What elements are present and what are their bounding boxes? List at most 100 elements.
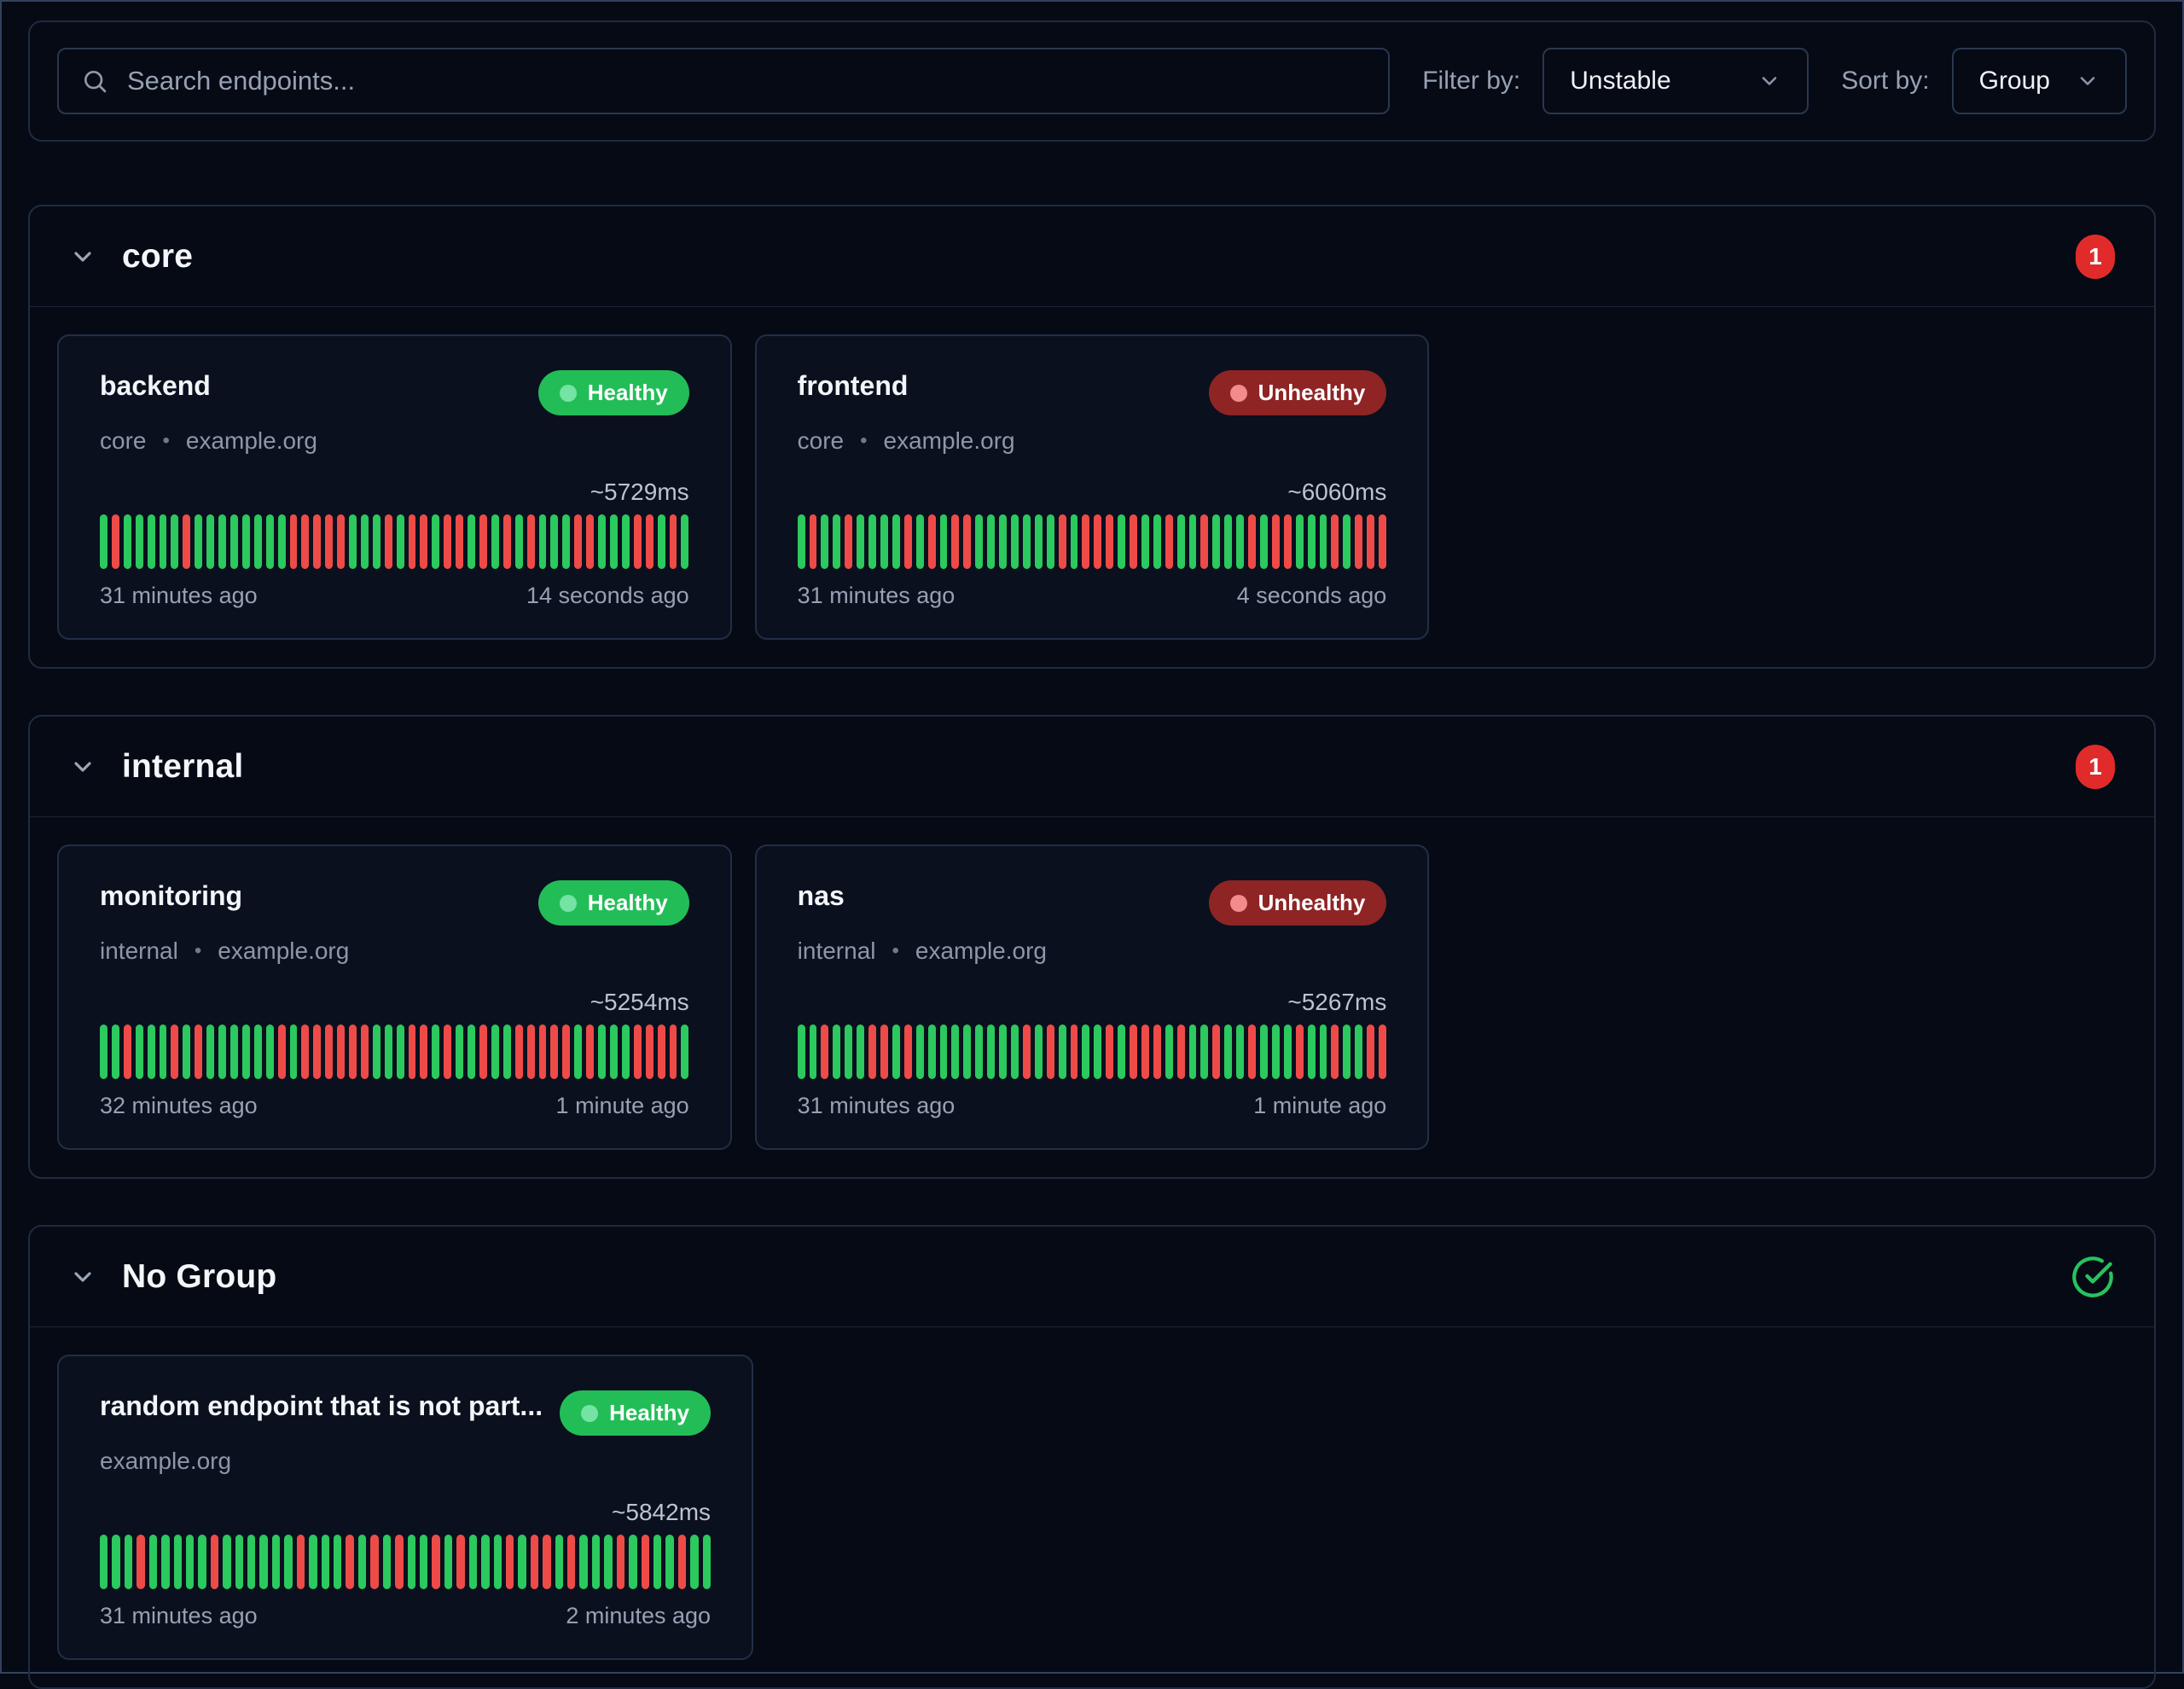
uptime-bar-success[interactable] xyxy=(100,1024,107,1079)
uptime-bar-failure[interactable] xyxy=(645,514,653,569)
uptime-bar-success[interactable] xyxy=(609,514,618,569)
uptime-bar-success[interactable] xyxy=(289,1024,298,1079)
uptime-bar-success[interactable] xyxy=(100,1535,108,1589)
uptime-bar-success[interactable] xyxy=(598,1024,606,1079)
uptime-bar-failure[interactable] xyxy=(444,1024,452,1079)
uptime-bar-success[interactable] xyxy=(432,514,440,569)
uptime-bar-failure[interactable] xyxy=(1141,1024,1149,1079)
uptime-bar-success[interactable] xyxy=(396,1024,404,1079)
uptime-bar-success[interactable] xyxy=(939,1024,948,1079)
uptime-bar-success[interactable] xyxy=(681,514,689,569)
uptime-bar-success[interactable] xyxy=(1236,1024,1245,1079)
uptime-bar-failure[interactable] xyxy=(1212,1024,1221,1079)
uptime-bar-failure[interactable] xyxy=(809,514,817,569)
uptime-bar-failure[interactable] xyxy=(526,1024,535,1079)
uptime-bar-success[interactable] xyxy=(562,514,571,569)
uptime-bar-success[interactable] xyxy=(1094,1024,1102,1079)
uptime-bar-success[interactable] xyxy=(360,514,369,569)
uptime-bar-failure[interactable] xyxy=(1022,1024,1031,1079)
uptime-bar-success[interactable] xyxy=(629,1535,637,1589)
search-box[interactable] xyxy=(57,48,1391,114)
uptime-bar-success[interactable] xyxy=(518,1535,526,1589)
group-header-core[interactable]: core 1 xyxy=(30,206,2154,307)
uptime-bar-success[interactable] xyxy=(198,1535,206,1589)
uptime-bar-success[interactable] xyxy=(1212,514,1221,569)
uptime-bar-success[interactable] xyxy=(468,1024,475,1079)
group-header-internal[interactable]: internal 1 xyxy=(30,717,2154,817)
uptime-bar-success[interactable] xyxy=(1224,1024,1233,1079)
uptime-bar-failure[interactable] xyxy=(502,514,511,569)
uptime-bar-success[interactable] xyxy=(171,514,179,569)
uptime-bar-failure[interactable] xyxy=(296,1535,305,1589)
uptime-bar-failure[interactable] xyxy=(479,1024,487,1079)
uptime-bar-failure[interactable] xyxy=(1295,1024,1304,1079)
uptime-bar-success[interactable] xyxy=(1046,514,1054,569)
uptime-bar-failure[interactable] xyxy=(1106,514,1114,569)
uptime-bar-success[interactable] xyxy=(1010,514,1019,569)
uptime-bar-failure[interactable] xyxy=(1271,514,1280,569)
uptime-bar-success[interactable] xyxy=(797,1024,805,1079)
uptime-bar-failure[interactable] xyxy=(313,514,322,569)
uptime-bar-success[interactable] xyxy=(621,514,630,569)
uptime-bar-success[interactable] xyxy=(609,1024,618,1079)
uptime-bar-failure[interactable] xyxy=(444,514,452,569)
uptime-bar-success[interactable] xyxy=(1118,1024,1126,1079)
uptime-bar-success[interactable] xyxy=(206,514,215,569)
uptime-bar-failure[interactable] xyxy=(1106,1024,1114,1079)
uptime-bar-failure[interactable] xyxy=(586,1024,595,1079)
uptime-bar-success[interactable] xyxy=(621,1024,630,1079)
uptime-bar-success[interactable] xyxy=(253,514,262,569)
uptime-bar-success[interactable] xyxy=(857,1024,865,1079)
uptime-bar-success[interactable] xyxy=(999,514,1007,569)
uptime-bar-failure[interactable] xyxy=(195,1024,203,1079)
uptime-bar-success[interactable] xyxy=(681,1024,689,1079)
uptime-bar-success[interactable] xyxy=(1283,1024,1292,1079)
group-header-no-group[interactable]: No Group xyxy=(30,1227,2154,1327)
uptime-bar-failure[interactable] xyxy=(903,514,912,569)
uptime-bar-failure[interactable] xyxy=(927,514,936,569)
uptime-bar-success[interactable] xyxy=(247,1535,256,1589)
uptime-bar-success[interactable] xyxy=(372,514,380,569)
uptime-bar-failure[interactable] xyxy=(337,514,346,569)
endpoint-card-monitoring[interactable]: monitoring Healthy internal • example.or… xyxy=(57,844,732,1150)
uptime-bar-failure[interactable] xyxy=(1058,514,1066,569)
uptime-bar-failure[interactable] xyxy=(1379,1024,1386,1079)
uptime-bar-success[interactable] xyxy=(468,1535,478,1589)
uptime-bar-failure[interactable] xyxy=(963,514,972,569)
uptime-bar-success[interactable] xyxy=(195,514,203,569)
uptime-bar-success[interactable] xyxy=(185,1535,195,1589)
uptime-bar-success[interactable] xyxy=(868,514,876,569)
uptime-bar-success[interactable] xyxy=(927,1024,936,1079)
uptime-bar-failure[interactable] xyxy=(543,1535,551,1589)
uptime-bar-success[interactable] xyxy=(951,1024,960,1079)
uptime-bar-success[interactable] xyxy=(1319,1024,1327,1079)
uptime-bar-failure[interactable] xyxy=(111,514,119,569)
uptime-bar-success[interactable] xyxy=(265,1024,274,1079)
uptime-bar-success[interactable] xyxy=(1343,1024,1351,1079)
uptime-bar-failure[interactable] xyxy=(1082,514,1090,569)
endpoint-card-nas[interactable]: nas Unhealthy internal • example.org ~52… xyxy=(754,844,1430,1150)
uptime-bar-success[interactable] xyxy=(1058,1024,1066,1079)
uptime-bar-success[interactable] xyxy=(277,514,286,569)
uptime-bar-success[interactable] xyxy=(357,1535,367,1589)
uptime-bar-success[interactable] xyxy=(598,514,606,569)
uptime-bar-success[interactable] xyxy=(514,514,523,569)
uptime-bar-success[interactable] xyxy=(1153,514,1161,569)
uptime-bar-failure[interactable] xyxy=(616,1535,625,1589)
uptime-bar-failure[interactable] xyxy=(420,514,428,569)
uptime-bar-success[interactable] xyxy=(538,514,547,569)
uptime-bar-success[interactable] xyxy=(1034,514,1043,569)
uptime-bar-success[interactable] xyxy=(797,514,805,569)
uptime-bar-success[interactable] xyxy=(665,1535,674,1589)
uptime-bar-failure[interactable] xyxy=(1331,1024,1339,1079)
uptime-bar-failure[interactable] xyxy=(360,1024,369,1079)
uptime-bar-success[interactable] xyxy=(1070,514,1078,569)
uptime-bar-success[interactable] xyxy=(284,1535,293,1589)
uptime-bar-success[interactable] xyxy=(1118,514,1126,569)
uptime-bar-success[interactable] xyxy=(915,1024,924,1079)
uptime-bar-success[interactable] xyxy=(259,1535,268,1589)
uptime-bar-failure[interactable] xyxy=(420,1024,428,1079)
uptime-bar-success[interactable] xyxy=(100,514,107,569)
uptime-bar-failure[interactable] xyxy=(677,1535,687,1589)
filter-dropdown[interactable]: Unstable xyxy=(1542,48,1809,114)
